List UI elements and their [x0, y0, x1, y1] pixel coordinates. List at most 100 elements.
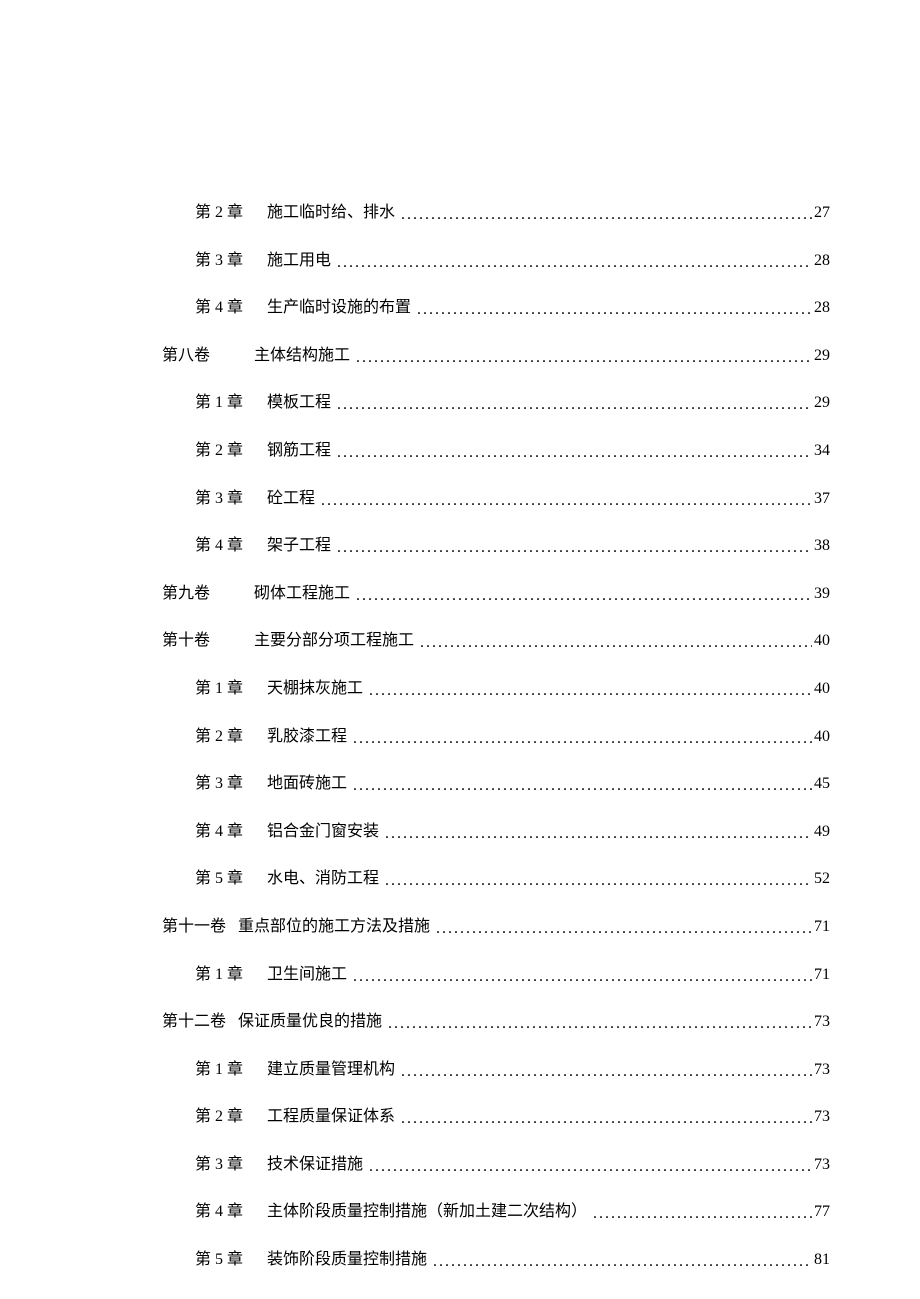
- toc-entry: 第 5 章装饰阶段质量控制措施.........................…: [90, 1247, 830, 1273]
- toc-entry: 第 3 章施工用电...............................…: [90, 248, 830, 274]
- toc-entry-page: 81: [812, 1247, 830, 1273]
- toc-entry-title: 天棚抹灰施工: [267, 676, 363, 702]
- toc-entry: 第 1 章卫生间施工..............................…: [90, 962, 830, 988]
- toc-entry-page: 28: [812, 295, 830, 321]
- toc-entry: 第八卷 主体结构施工...............................…: [90, 343, 830, 369]
- toc-entry-label: 第 1 章: [195, 676, 243, 702]
- toc-entry: 第 3 章地面砖施工..............................…: [90, 771, 830, 797]
- toc-entry-leader: ........................................…: [385, 868, 812, 894]
- toc-entry-page: 27: [812, 200, 830, 226]
- toc-entry-leader: ........................................…: [321, 488, 812, 514]
- toc-entry-label: 第 3 章: [195, 486, 243, 512]
- toc-entry-label: 第 2 章: [195, 438, 243, 464]
- toc-entry: 第 3 章技术保证措施.............................…: [90, 1152, 830, 1178]
- toc-entry: 第 4 章主体阶段质量控制措施（新加土建二次结构）...............…: [90, 1199, 830, 1225]
- toc-entry-title: 施工临时给、排水: [267, 200, 395, 226]
- toc-entry-label: 第八卷: [162, 343, 210, 369]
- toc-entry-title: 架子工程: [267, 533, 331, 559]
- toc-entry-page: 45: [812, 771, 830, 797]
- toc-entry-leader: ........................................…: [420, 630, 812, 656]
- toc-entry-leader: ........................................…: [337, 440, 812, 466]
- toc-entry-page: 71: [812, 962, 830, 988]
- toc-entry: 第 1 章天棚抹灰施工.............................…: [90, 676, 830, 702]
- toc-entry: 第十卷主要分部分项工程施工...........................…: [90, 628, 830, 654]
- toc-entry-label: 第 3 章: [195, 1152, 243, 1178]
- toc-entry-leader: ........................................…: [433, 1249, 812, 1275]
- toc-entry-page: 49: [812, 819, 830, 845]
- table-of-contents: 第 2 章施工临时给、排水...........................…: [90, 200, 830, 1273]
- toc-entry-label: 第十卷: [162, 628, 210, 654]
- toc-entry-label: 第 4 章: [195, 533, 243, 559]
- toc-entry-leader: ........................................…: [417, 297, 812, 323]
- toc-entry-label: 第 3 章: [195, 771, 243, 797]
- toc-entry-page: 38: [812, 533, 830, 559]
- toc-entry-page: 40: [812, 628, 830, 654]
- toc-entry-label: 第十一卷: [162, 914, 226, 940]
- toc-entry: 第 2 章工程质量保证体系...........................…: [90, 1104, 830, 1130]
- toc-entry-leader: ........................................…: [385, 821, 812, 847]
- toc-entry-label: 第 5 章: [195, 866, 243, 892]
- toc-entry-title: 铝合金门窗安装: [267, 819, 379, 845]
- toc-entry-title: 生产临时设施的布置: [267, 295, 411, 321]
- toc-entry: 第 1 章模板工程...............................…: [90, 390, 830, 416]
- toc-entry-title: 砌体工程施工: [254, 581, 350, 607]
- toc-entry-page: 52: [812, 866, 830, 892]
- toc-entry-title: 钢筋工程: [267, 438, 331, 464]
- toc-entry-title: 装饰阶段质量控制措施: [267, 1247, 427, 1273]
- toc-entry-title: 保证质量优良的措施: [238, 1009, 382, 1035]
- toc-entry: 第 4 章架子工程...............................…: [90, 533, 830, 559]
- toc-entry-leader: ........................................…: [356, 345, 812, 371]
- toc-entry-page: 29: [812, 343, 830, 369]
- toc-entry-page: 39: [812, 581, 830, 607]
- toc-entry-title: 砼工程: [267, 486, 315, 512]
- toc-entry-page: 73: [812, 1057, 830, 1083]
- toc-entry-page: 34: [812, 438, 830, 464]
- toc-entry-title: 模板工程: [267, 390, 331, 416]
- toc-entry-label: 第 2 章: [195, 724, 243, 750]
- toc-entry-title: 技术保证措施: [267, 1152, 363, 1178]
- toc-entry-leader: ........................................…: [337, 535, 812, 561]
- toc-entry-leader: ........................................…: [593, 1201, 812, 1227]
- toc-entry-leader: ........................................…: [369, 1154, 812, 1180]
- toc-entry-title: 主体结构施工: [254, 343, 350, 369]
- toc-entry-title: 施工用电: [267, 248, 331, 274]
- toc-entry-label: 第 1 章: [195, 390, 243, 416]
- toc-entry-page: 73: [812, 1152, 830, 1178]
- toc-entry-leader: ........................................…: [388, 1011, 812, 1037]
- toc-entry-label: 第九卷: [162, 581, 210, 607]
- toc-entry-leader: ........................................…: [369, 678, 812, 704]
- toc-entry-label: 第 2 章: [195, 200, 243, 226]
- toc-entry-title: 乳胶漆工程: [267, 724, 347, 750]
- toc-entry-leader: ........................................…: [353, 964, 812, 990]
- toc-entry-page: 40: [812, 724, 830, 750]
- toc-entry-leader: ........................................…: [401, 1059, 812, 1085]
- toc-entry-label: 第 4 章: [195, 295, 243, 321]
- toc-entry-title: 主体阶段质量控制措施（新加土建二次结构）: [267, 1199, 587, 1225]
- toc-entry-title: 工程质量保证体系: [267, 1104, 395, 1130]
- toc-entry-label: 第 4 章: [195, 819, 243, 845]
- toc-entry-label: 第 1 章: [195, 962, 243, 988]
- toc-entry-leader: ........................................…: [353, 773, 812, 799]
- toc-entry-label: 第 4 章: [195, 1199, 243, 1225]
- toc-entry-title: 重点部位的施工方法及措施: [238, 914, 430, 940]
- toc-entry-title: 地面砖施工: [267, 771, 347, 797]
- toc-entry-page: 40: [812, 676, 830, 702]
- toc-entry-leader: ........................................…: [353, 726, 812, 752]
- toc-entry-page: 37: [812, 486, 830, 512]
- toc-entry-leader: ........................................…: [356, 583, 812, 609]
- toc-entry-leader: ........................................…: [337, 250, 812, 276]
- toc-entry: 第 2 章施工临时给、排水...........................…: [90, 200, 830, 226]
- toc-entry-label: 第 1 章: [195, 1057, 243, 1083]
- toc-entry-leader: ........................................…: [401, 202, 812, 228]
- toc-entry-label: 第十二卷: [162, 1009, 226, 1035]
- toc-entry-page: 29: [812, 390, 830, 416]
- toc-entry: 第十二卷保证质量优良的措施...........................…: [90, 1009, 830, 1035]
- toc-entry-page: 73: [812, 1104, 830, 1130]
- toc-entry: 第 2 章乳胶漆工程..............................…: [90, 724, 830, 750]
- toc-entry: 第 5 章水电、消防工程............................…: [90, 866, 830, 892]
- toc-entry-label: 第 5 章: [195, 1247, 243, 1273]
- toc-entry: 第 2 章钢筋工程...............................…: [90, 438, 830, 464]
- toc-entry: 第十一卷重点部位的施工方法及措施........................…: [90, 914, 830, 940]
- toc-entry-title: 建立质量管理机构: [267, 1057, 395, 1083]
- toc-entry-page: 73: [812, 1009, 830, 1035]
